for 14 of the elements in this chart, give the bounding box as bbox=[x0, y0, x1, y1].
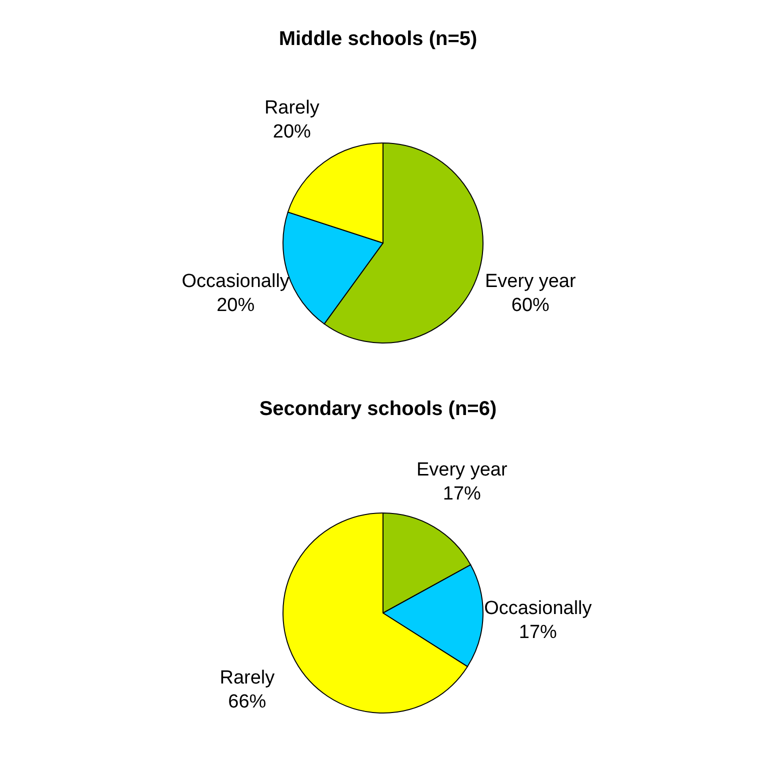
chart-title: Middle schools (n=5) bbox=[278, 27, 478, 52]
slice-label: Rarely bbox=[264, 98, 320, 119]
slice-label: Every year bbox=[416, 460, 508, 481]
slice-label: Every year bbox=[485, 270, 576, 292]
data-label: 20% bbox=[216, 294, 255, 316]
slice-label: Occasionally bbox=[484, 598, 592, 619]
slice-label: Occasionally bbox=[182, 270, 290, 292]
data-label: 20% bbox=[272, 122, 312, 143]
data-label: 17% bbox=[518, 622, 558, 643]
data-label: 66% bbox=[228, 692, 266, 713]
data-label: 60% bbox=[511, 294, 550, 316]
slice-label: Rarely bbox=[220, 668, 276, 689]
data-label: 17% bbox=[442, 484, 482, 505]
chart-title: Secondary schools (n=6) bbox=[258, 397, 498, 422]
